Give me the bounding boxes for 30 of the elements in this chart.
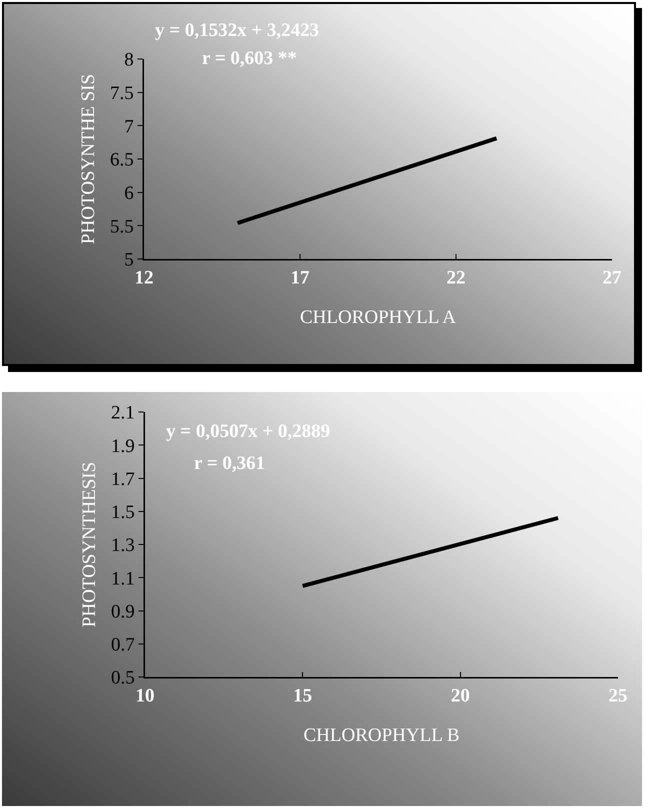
annotation: r = 0,603 **	[202, 48, 297, 69]
x-axis-title: CHLOROPHYLL A	[300, 306, 456, 328]
y-tick-label: 2.1	[110, 402, 135, 424]
y-tick-label: 1.1	[110, 568, 135, 590]
x-tick-label: 12	[134, 267, 154, 288]
x-tick-label: 17	[290, 267, 310, 288]
x-tick-label: 25	[608, 685, 628, 706]
y-tick-label: 7.5	[110, 82, 134, 104]
y-tick-label: 0.5	[110, 668, 135, 689]
y-tick-label: 0.9	[110, 601, 135, 622]
x-axis-title: CHLOROPHYLL B	[303, 724, 460, 746]
y-axis-title: PHOTOSYNTHE SIS	[78, 74, 100, 244]
annotation: r = 0,361	[194, 453, 266, 474]
y-tick-label: 7	[124, 116, 134, 138]
y-tick-label: 6.5	[110, 150, 134, 171]
x-tick-label: 22	[446, 267, 466, 288]
y-tick-label: 1.5	[110, 502, 135, 524]
y-axis-title: PHOTOSYNTHESIS	[79, 462, 100, 628]
y-tick-label: 8	[124, 50, 134, 71]
y-tick-label: 6	[124, 182, 134, 204]
y-tick-label: 1.3	[110, 535, 135, 556]
y-tick-label: 5	[124, 250, 134, 271]
y-tick-label: 1.9	[110, 436, 135, 457]
x-tick-label: 10	[136, 685, 154, 706]
x-tick-label: 27	[602, 267, 622, 288]
y-tick-label: 5.5	[110, 216, 134, 238]
x-tick-label: 15	[293, 685, 312, 706]
x-tick-label: 20	[450, 685, 470, 706]
y-tick-label: 0.7	[110, 634, 135, 656]
y-tick-label: 1.7	[110, 468, 135, 490]
